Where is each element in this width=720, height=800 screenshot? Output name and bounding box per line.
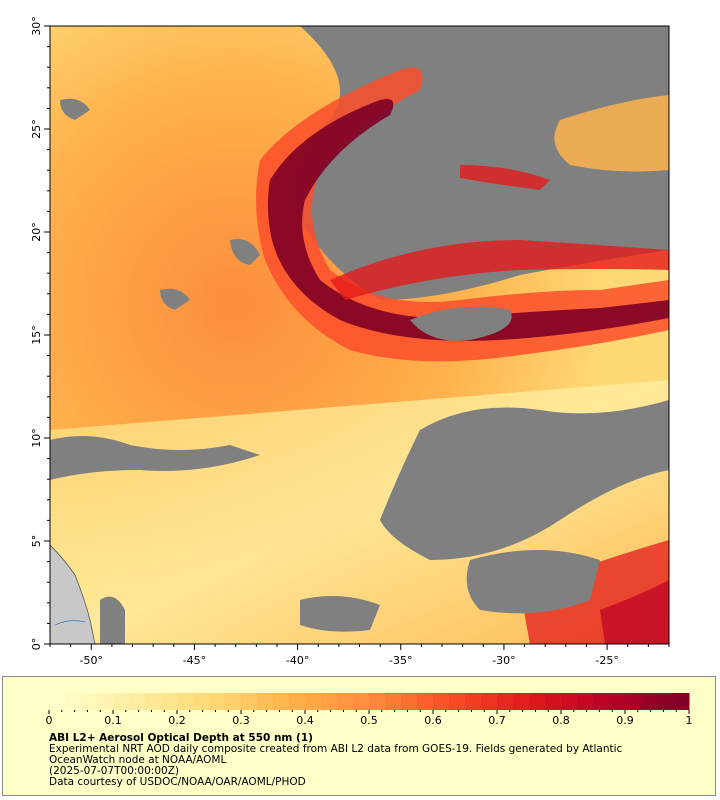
latitude-tick-label: 20° [30, 222, 43, 242]
missing-data-pocket [410, 306, 512, 341]
longitude-tick-label: -25° [595, 654, 618, 667]
aod-field [50, 26, 669, 644]
dust-plume-outer [256, 67, 669, 362]
colorbar-swatch [417, 693, 434, 710]
missing-data-south [466, 550, 600, 614]
colorbar-tick-labels: 0 0.1 0.2 0.3 0.4 0.5 0.6 0.7 0.8 0.9 1 [46, 714, 693, 727]
colorbar-swatch [209, 693, 226, 710]
colorbar-swatch [625, 693, 642, 710]
colorbar-swatch [49, 693, 66, 710]
dust-band-north [330, 240, 669, 300]
latitude-tick-label: 30° [30, 16, 43, 36]
island-missing [100, 596, 125, 644]
dust-patch-east [460, 165, 550, 190]
colorbar-tick-label: 0.8 [552, 714, 570, 727]
amazon-river [54, 620, 86, 626]
latitude-tick-label: 15° [30, 325, 43, 345]
legend-date: (2025-07-07T00:00:00Z) [49, 765, 179, 777]
latitude-tick-label: 0° [30, 638, 43, 651]
missing-data-patch-2 [230, 239, 260, 265]
colorbar-swatch [289, 693, 306, 710]
colorbar-swatch [433, 693, 450, 710]
colorbar-swatch [241, 693, 258, 710]
aod-southeast-core [600, 580, 669, 644]
colorbar-swatch [369, 693, 386, 710]
colorbar-swatch [257, 693, 274, 710]
latitude-tick-label: 5° [30, 535, 43, 548]
longitude-tick-label: -50° [80, 654, 103, 667]
colorbar-swatch [577, 693, 594, 710]
colorbar-swatch [385, 693, 402, 710]
colorbar-swatch [497, 693, 514, 710]
colorbar-swatch [337, 693, 354, 710]
coastline [50, 544, 96, 644]
legend-description: Experimental NRT AOD daily composite cre… [49, 743, 623, 766]
colorbar-swatch [481, 693, 498, 710]
colorbar-swatch [177, 693, 194, 710]
south-america-land [50, 545, 95, 644]
colorbar-tick-label: 0.7 [488, 714, 506, 727]
dust-patch-northeast [554, 95, 669, 172]
colorbar-swatch [161, 693, 178, 710]
colorbar-tick-label: 0.3 [232, 714, 250, 727]
colorbar: 0 0.1 0.2 0.3 0.4 0.5 0.6 0.7 0.8 0.9 1 [46, 693, 693, 727]
legend-title: ABI L2+ Aerosol Optical Depth at 550 nm … [49, 732, 313, 744]
colorbar-swatch [465, 693, 482, 710]
longitude-tick-label: -30° [492, 654, 515, 667]
colorbar-swatch [129, 693, 146, 710]
colorbar-tick-label: 0.1 [104, 714, 122, 727]
longitude-tick-label: -45° [183, 654, 206, 667]
colorbar-swatch [513, 693, 530, 710]
legend-panel: 0 0.1 0.2 0.3 0.4 0.5 0.6 0.7 0.8 0.9 1 ABI L2+ Ae… [2, 676, 716, 796]
colorbar-swatch [113, 693, 130, 710]
longitude-tick-labels: -50° -45° -40° -35° -30° -25° [80, 654, 619, 667]
colorbar-swatch [193, 693, 210, 710]
colorbar-swatch [609, 693, 626, 710]
colorbar-swatch [641, 693, 658, 710]
colorbar-swatch [81, 693, 98, 710]
latitude-tick-label: 10° [30, 428, 43, 448]
colorbar-swatch [657, 693, 674, 710]
colorbar-swatch [225, 693, 242, 710]
missing-data-patch-4 [60, 98, 90, 120]
colorbar-swatch [65, 693, 82, 710]
colorbar-swatch [545, 693, 562, 710]
colorbar-swatch [529, 693, 546, 710]
colorbar-tick-label: 0.2 [168, 714, 186, 727]
missing-data-mid [380, 400, 669, 560]
colorbar-swatch [97, 693, 114, 710]
colorbar-swatch [145, 693, 162, 710]
latitude-tick-label: 25° [30, 119, 43, 139]
colorbar-swatch [449, 693, 466, 710]
missing-data-patch-3 [160, 288, 190, 310]
longitude-tick-label: -40° [286, 654, 309, 667]
colorbar-swatch [673, 693, 690, 710]
missing-data-itcz [50, 436, 260, 480]
colorbar-swatch [321, 693, 338, 710]
dust-plume-core [267, 99, 669, 341]
colorbar-tick-label: 0.4 [296, 714, 314, 727]
colorbar-swatch [353, 693, 370, 710]
longitude-tick-label: -35° [389, 654, 412, 667]
colorbar-swatches [49, 693, 690, 710]
colorbar-swatch [561, 693, 578, 710]
legend-credit: Data courtesy of USDOC/NOAA/OAR/AOML/PHO… [49, 776, 306, 788]
colorbar-tick-label: 0.9 [616, 714, 634, 727]
axis-ticks [44, 25, 670, 650]
colorbar-swatch [273, 693, 290, 710]
colorbar-tick-label: 0.5 [360, 714, 378, 727]
map-figure: -50° -45° -40° -35° -30° -25° 0° 5° 10° 15° 20° 25… [30, 16, 670, 667]
colorbar-tick-label: 0.6 [424, 714, 442, 727]
colorbar-swatch [593, 693, 610, 710]
colorbar-tick-label: 0 [46, 714, 53, 727]
colorbar-ticks [48, 710, 690, 714]
missing-data-patch-1 [300, 596, 380, 632]
colorbar-swatch [401, 693, 418, 710]
colorbar-tick-label: 1 [686, 714, 693, 727]
latitude-tick-labels: 0° 5° 10° 15° 20° 25° 30° [30, 16, 43, 650]
colorbar-swatch [305, 693, 322, 710]
